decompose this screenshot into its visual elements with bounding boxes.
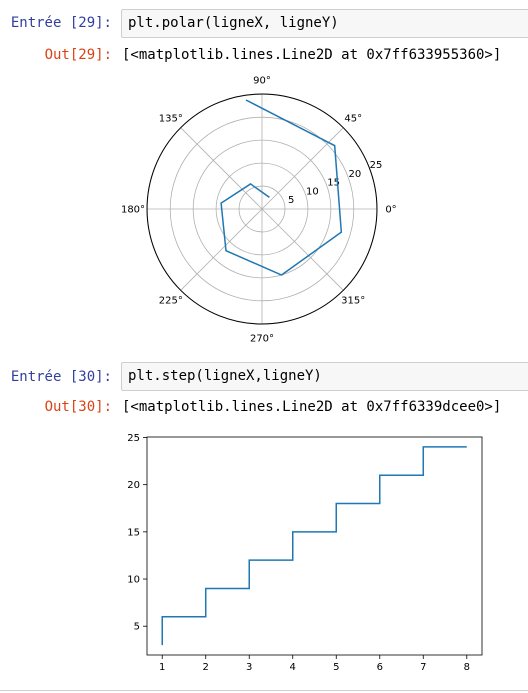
r-tick-label: 20 <box>348 169 361 180</box>
output-prompt: Out[29]: <box>44 47 112 63</box>
y-tick-label: 10 <box>127 575 140 586</box>
x-tick-label: 5 <box>333 662 339 673</box>
code-input-cell[interactable]: plt.step(ligneX,ligneY) <box>121 362 528 391</box>
x-tick-label: 7 <box>420 662 426 673</box>
x-tick-label: 6 <box>377 662 383 673</box>
theta-grid-spoke <box>261 208 344 291</box>
polar-series-line <box>220 99 343 276</box>
x-tick-label: 1 <box>159 662 165 673</box>
output-repr: [<matplotlib.lines.Line2D at 0x7ff633955… <box>122 47 502 63</box>
output-repr: [<matplotlib.lines.Line2D at 0x7ff6339dc… <box>122 399 502 415</box>
theta-tick-label: 225° <box>159 296 183 307</box>
code-text: plt.step(ligneX,ligneY) <box>128 368 322 384</box>
polar-chart: 0° 45° 90° 135° 180° 225° 270° 315° 5 10 15 20 25 <box>121 76 397 345</box>
x-tick-label: 2 <box>203 662 209 673</box>
r-tick-label: 5 <box>288 195 294 206</box>
theta-grid-spoke <box>180 127 263 210</box>
theta-tick-label: 270° <box>250 334 274 345</box>
theta-grid-spoke <box>261 127 344 210</box>
output-prompt: Out[30]: <box>44 399 112 415</box>
y-tick-label: 15 <box>127 527 140 538</box>
input-prompt: Entrée [30]: <box>10 369 112 385</box>
x-tick-label: 3 <box>246 662 252 673</box>
cell-divider <box>0 690 528 691</box>
theta-grid-spoke <box>180 208 263 291</box>
theta-tick-label: 180° <box>121 205 145 216</box>
x-tick-label: 8 <box>464 662 470 673</box>
theta-tick-label: 135° <box>159 113 183 124</box>
step-series-line <box>161 446 467 646</box>
polar-spine <box>146 93 378 325</box>
y-tick-label: 20 <box>127 480 140 491</box>
r-tick-label: 10 <box>306 186 319 197</box>
r-tick-label: 15 <box>327 178 340 189</box>
y-tick-label: 25 <box>127 433 140 444</box>
x-tick-label: 4 <box>290 662 296 673</box>
theta-tick-label: 315° <box>341 296 365 307</box>
theta-tick-label: 0° <box>385 205 396 216</box>
code-input-cell[interactable]: plt.polar(ligneX, ligneY) <box>121 9 528 38</box>
input-prompt: Entrée [29]: <box>10 15 112 31</box>
code-text: plt.polar(ligneX, ligneY) <box>128 15 339 31</box>
r-tick-label: 25 <box>370 160 383 171</box>
theta-tick-label: 45° <box>344 113 362 124</box>
step-chart: 1 2 3 4 5 6 7 8 5 10 15 20 25 <box>127 433 483 673</box>
theta-tick-label: 90° <box>253 76 271 87</box>
y-tick-label: 5 <box>134 622 140 633</box>
axes-frame <box>146 436 483 656</box>
